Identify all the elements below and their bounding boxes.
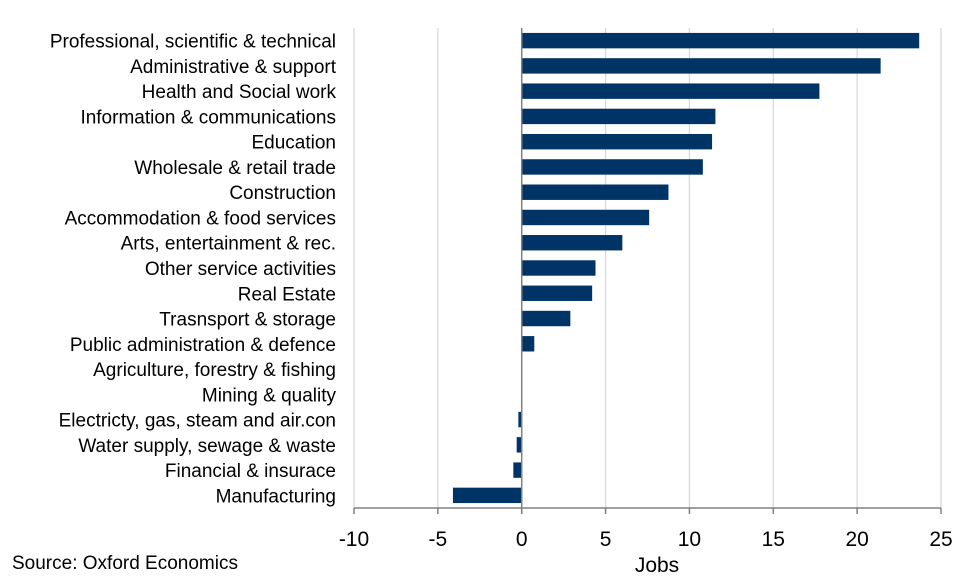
bar [521, 83, 820, 99]
bar [521, 133, 713, 150]
bars [452, 32, 920, 504]
x-tick-label: -5 [429, 528, 448, 551]
bar [518, 411, 522, 428]
bar [452, 487, 522, 504]
bar [521, 310, 571, 327]
category-label: Public administration & defence [70, 335, 336, 356]
x-tick-label: 5 [600, 528, 612, 551]
category-label: Other service activities [145, 259, 336, 280]
category-label: Health and Social work [142, 82, 337, 103]
x-tick-label: 15 [762, 528, 785, 551]
bar [521, 184, 669, 200]
bar [521, 58, 881, 74]
category-label: Agriculture, forestry & fishing [93, 360, 336, 381]
category-label: Education [251, 133, 336, 154]
bar [521, 209, 650, 226]
category-label: Financial & insurace [165, 461, 336, 482]
category-label: Information & communications [80, 107, 336, 128]
source-note: Source: Oxford Economics [12, 553, 238, 574]
category-label: Water supply, sewage & waste [78, 436, 336, 457]
bar [521, 108, 716, 125]
category-label: Electricty, gas, steam and air.con [59, 411, 336, 432]
category-label: Manufacturing [216, 486, 336, 507]
bar [513, 462, 522, 478]
bar [521, 285, 593, 301]
category-label: Construction [229, 183, 336, 204]
category-labels: Professional, scientific & technical Admi… [50, 32, 337, 508]
category-label: Arts, entertainment & rec. [121, 234, 336, 255]
bar [521, 32, 920, 49]
bar [521, 235, 623, 251]
category-label: Trasnsport & storage [159, 310, 336, 331]
category-label: Wholesale & retail trade [134, 158, 336, 179]
bar [521, 159, 703, 175]
category-label: Accommodation & food services [65, 208, 336, 229]
x-tick-label: 10 [678, 528, 701, 551]
bar [516, 437, 522, 453]
bar [521, 260, 596, 276]
category-label: Mining & quality [202, 385, 337, 406]
x-axis-title: Jobs [635, 554, 679, 577]
axes [353, 28, 942, 514]
category-label: Administrative & support [130, 57, 337, 78]
x-tick-label: 20 [845, 528, 868, 551]
bar [521, 336, 535, 352]
x-tick-label: 0 [516, 528, 528, 551]
tick-labels: -10 -5 0 5 10 15 20 25 [339, 528, 953, 551]
category-label: Real Estate [238, 284, 336, 305]
x-tick-label: -10 [339, 528, 369, 551]
gridlines [353, 28, 942, 508]
x-tick-label: 25 [929, 528, 952, 551]
category-label: Professional, scientific & technical [50, 32, 336, 53]
